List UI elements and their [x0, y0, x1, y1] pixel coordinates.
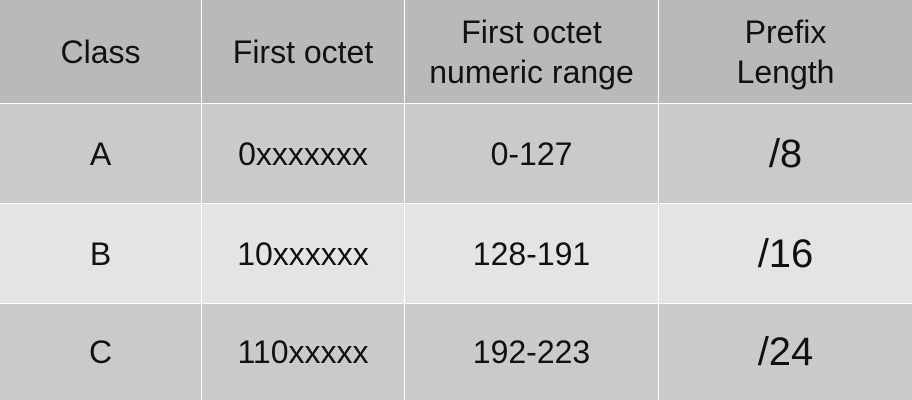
header-cell-first-octet: First octet [202, 0, 405, 104]
table-cell-numeric-range: 0-127 [405, 104, 659, 204]
header-label: First octet numeric range [429, 13, 634, 90]
header-label: First octet [232, 33, 374, 70]
table-row: B 10xxxxxx 128-191 /16 [0, 204, 912, 304]
table-cell-class: C [0, 304, 202, 400]
header-cell-class: Class [0, 0, 202, 104]
table-row: A 0xxxxxxx 0-127 /8 [0, 104, 912, 204]
table-cell-numeric-range: 128-191 [405, 204, 659, 304]
table-row: C 110xxxxx 192-223 /24 [0, 304, 912, 400]
table-cell-prefix-length: /8 [659, 104, 912, 204]
table-cell-prefix-length: /16 [659, 204, 912, 304]
header-label: Class [60, 33, 141, 70]
table-cell-first-octet: 10xxxxxx [202, 204, 405, 304]
header-cell-numeric-range: First octet numeric range [405, 0, 659, 104]
table-cell-first-octet: 110xxxxx [202, 304, 405, 400]
header-cell-prefix-length: Prefix Length [659, 0, 912, 104]
table-header-row: Class First octet First octet numeric ra… [0, 0, 912, 104]
table-cell-class: B [0, 204, 202, 304]
header-label: Prefix Length [736, 13, 835, 90]
table-cell-first-octet: 0xxxxxxx [202, 104, 405, 204]
table-cell-numeric-range: 192-223 [405, 304, 659, 400]
table-cell-class: A [0, 104, 202, 204]
table-cell-prefix-length: /24 [757, 330, 814, 374]
